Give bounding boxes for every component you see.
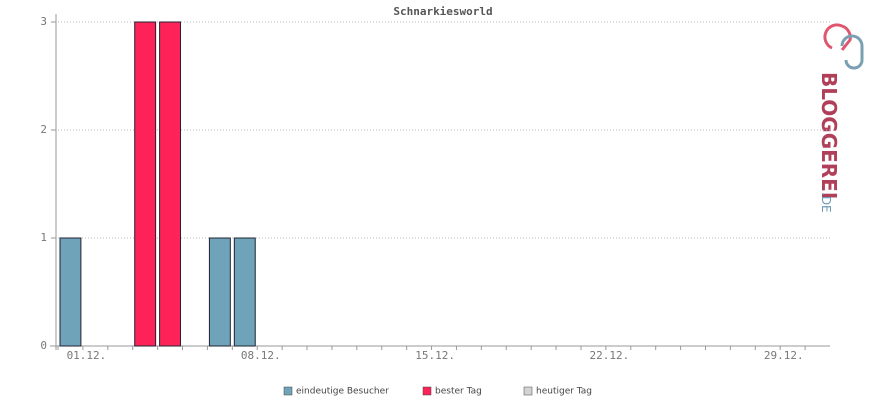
y-tick-label: 1 [40, 231, 47, 244]
chart-title: Schnarkiesworld [393, 5, 492, 18]
bar [134, 21, 157, 347]
legend-label: bester Tag [435, 387, 482, 397]
logo-icon [840, 34, 864, 70]
x-tick-label: 22.12. [590, 349, 630, 362]
legend-swatch [422, 386, 432, 396]
y-tick-label: 2 [40, 123, 47, 136]
x-tick-label: 01.12. [67, 349, 107, 362]
logo: BLOGGEREI .DE [817, 23, 864, 213]
y-tick-label: 0 [40, 339, 47, 352]
bar [159, 21, 182, 347]
legend-label: eindeutige Besucher [296, 387, 389, 397]
bar [233, 237, 256, 347]
logo-text: BLOGGEREI [817, 72, 841, 199]
bar [59, 237, 82, 347]
x-tick-label: 15.12. [415, 349, 455, 362]
y-tick-label: 3 [40, 15, 47, 28]
bar [208, 237, 231, 347]
logo-suffix: .DE [819, 192, 833, 213]
x-tick-label: 08.12. [241, 349, 281, 362]
legend-label: heutiger Tag [536, 387, 592, 397]
legend-swatch [523, 386, 533, 396]
x-tick-label: 29.12. [764, 349, 804, 362]
logo-icon [823, 23, 852, 51]
legend-swatch [283, 386, 293, 396]
